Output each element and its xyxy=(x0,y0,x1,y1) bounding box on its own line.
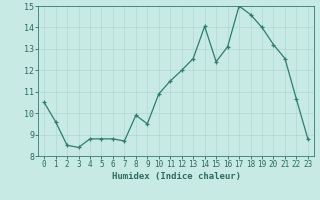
X-axis label: Humidex (Indice chaleur): Humidex (Indice chaleur) xyxy=(111,172,241,181)
